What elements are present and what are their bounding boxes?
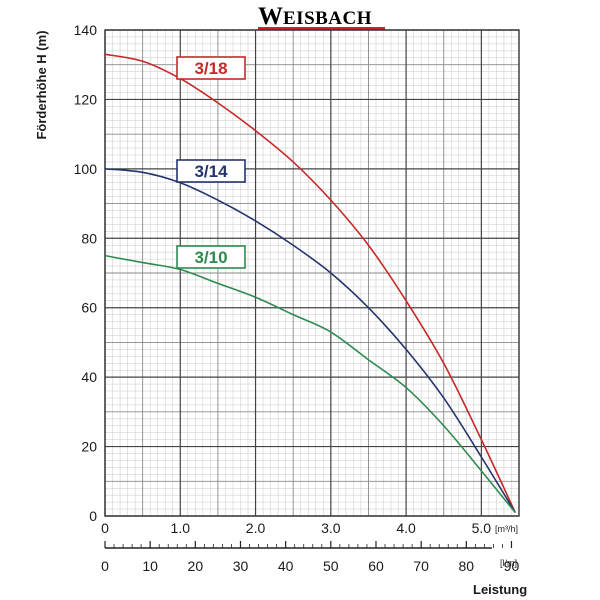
series-label-3-18: 3/18 (176, 56, 246, 80)
series-layer (104, 53, 516, 514)
brand-initial: W (258, 3, 283, 30)
y-tick-label: 40 (81, 369, 97, 385)
y-tick-labels: 0 20 40 60 80 100 120 140 (74, 22, 98, 524)
series-label-text: 3/10 (194, 248, 227, 267)
y-tick-label: 0 (89, 508, 97, 524)
series-label-box (176, 159, 246, 183)
x-primary-tick-labels: 0 1.0 2.0 3.0 4.0 5.0 (101, 520, 491, 536)
series-line-3-14 (104, 168, 516, 513)
x-primary-tick-label: 1.0 (171, 520, 191, 536)
series-label-3-10: 3/10 (176, 245, 246, 269)
x-secondary-tick-label: 60 (368, 558, 384, 574)
brand-name: EISBACH (283, 8, 372, 29)
series-label-box (176, 245, 246, 269)
x-secondary-tick-label: 30 (233, 558, 249, 574)
brand-underline (258, 27, 385, 30)
x-secondary-ticks (104, 541, 513, 548)
plot-frame (104, 29, 520, 517)
brand-logo: W EISBACH (258, 3, 385, 30)
x-primary-tick-label: 3.0 (321, 520, 341, 536)
y-tick-label: 20 (81, 439, 97, 455)
x-primary-tick-label: 5.0 (472, 520, 492, 536)
x-primary-tick-label: 2.0 (246, 520, 266, 536)
x-primary-tick-label: 0 (101, 520, 109, 536)
x-primary-tick-label: 4.0 (396, 520, 416, 536)
x-secondary-tick-label: 20 (188, 558, 204, 574)
x-secondary-tick-label: 70 (413, 558, 429, 574)
y-tick-label: 120 (74, 91, 98, 107)
y-tick-label: 80 (81, 230, 97, 246)
x-secondary-tick-labels: 0 10 20 30 40 50 60 70 80 90 (101, 558, 519, 574)
y-tick-label: 140 (74, 22, 98, 38)
series-label-box (176, 56, 246, 80)
grid-mid (105, 30, 520, 516)
series-label-3-14: 3/14 (176, 159, 246, 183)
x-secondary-tick-label: 90 (504, 558, 520, 574)
series-label-text: 3/14 (194, 162, 228, 181)
x-secondary-tick-label: 0 (101, 558, 109, 574)
x-axis-title: Leistung (473, 582, 527, 597)
x-secondary-unit: [l/m] (500, 558, 517, 568)
y-axis-title: Förderhöhe H (m) (34, 30, 49, 139)
x-secondary-tick-label: 80 (459, 558, 475, 574)
series-line-3-18 (104, 53, 516, 513)
y-tick-label: 60 (81, 300, 97, 316)
x-secondary-tick-label: 10 (142, 558, 158, 574)
x-primary-unit: [m³/h] (495, 524, 518, 534)
y-tick-label: 100 (74, 161, 98, 177)
series-label-text: 3/18 (194, 59, 227, 78)
x-secondary-tick-label: 40 (278, 558, 294, 574)
x-secondary-tick-label: 50 (323, 558, 339, 574)
